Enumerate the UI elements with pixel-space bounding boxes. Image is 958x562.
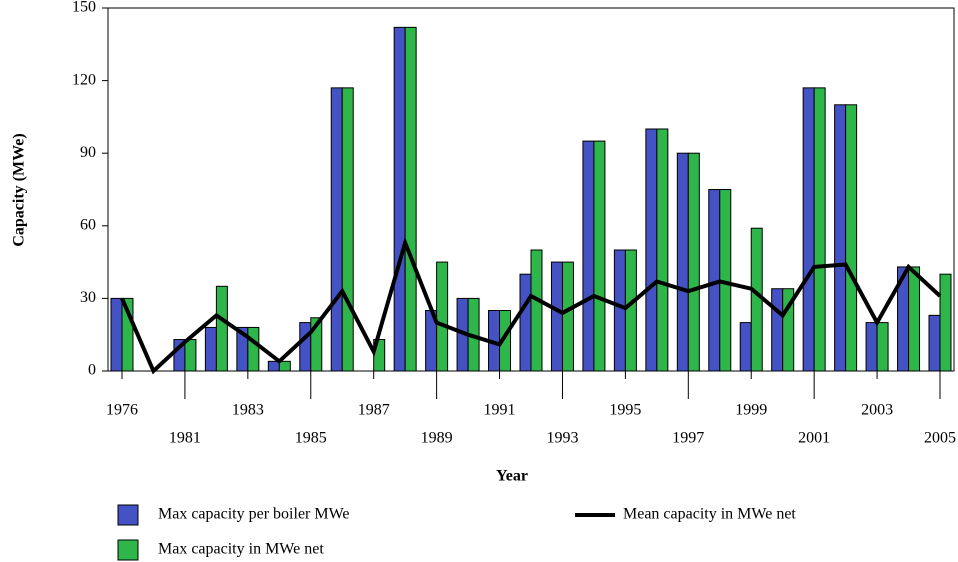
bar — [834, 104, 847, 372]
bar — [204, 326, 217, 372]
mean-line — [120, 236, 942, 375]
bar — [582, 140, 595, 372]
y-tick-label: 0 — [88, 362, 96, 379]
bar — [310, 317, 323, 372]
x-tick-label: 1981 — [169, 430, 201, 447]
x-tick-label: 1993 — [546, 430, 578, 447]
legend-label: Max capacity per boiler MWe — [158, 506, 350, 523]
y-tick-label: 120 — [72, 71, 96, 88]
bar — [613, 249, 626, 372]
bar — [299, 322, 312, 372]
bar — [750, 227, 763, 372]
legend-swatch — [117, 539, 139, 561]
bar — [393, 26, 406, 372]
bar — [267, 360, 280, 372]
legend-swatch — [117, 504, 139, 526]
bar — [530, 249, 543, 372]
bar — [436, 261, 449, 372]
bar — [247, 326, 260, 372]
bar — [771, 288, 784, 372]
legend-label: Mean capacity in MWe net — [623, 506, 796, 523]
x-axis-label: Year — [496, 468, 528, 485]
bar — [687, 152, 700, 372]
x-tick-label: 1997 — [672, 430, 704, 447]
bar — [939, 273, 952, 372]
bar — [215, 285, 228, 372]
x-tick-label: 1987 — [358, 402, 390, 419]
y-tick-label: 30 — [80, 289, 96, 306]
y-tick-label: 60 — [80, 216, 96, 233]
bar — [802, 87, 815, 372]
x-tick-label: 2001 — [798, 430, 830, 447]
bar — [782, 288, 795, 372]
bar — [876, 322, 889, 372]
bar — [184, 339, 197, 372]
bar — [813, 87, 826, 372]
bar — [121, 297, 134, 372]
y-tick-label: 150 — [72, 0, 96, 16]
x-tick-label: 1983 — [232, 402, 264, 419]
bar — [519, 273, 532, 372]
legend-label: Max capacity in MWe net — [158, 541, 324, 558]
bar — [908, 266, 921, 372]
bar — [341, 87, 354, 372]
bar — [110, 297, 123, 372]
bar — [865, 322, 878, 372]
x-tick-label: 1985 — [295, 430, 327, 447]
bar — [550, 261, 563, 372]
x-tick-label: 1991 — [484, 402, 516, 419]
x-tick-label: 2005 — [924, 430, 956, 447]
bar — [656, 128, 669, 372]
bar — [624, 249, 637, 372]
bar — [928, 314, 941, 372]
x-tick-label: 1989 — [421, 430, 453, 447]
bar — [645, 128, 658, 372]
bar — [676, 152, 689, 372]
bar — [278, 360, 291, 372]
bar — [330, 87, 343, 372]
bar — [404, 26, 417, 372]
x-tick-label: 1999 — [735, 402, 767, 419]
bar — [739, 322, 752, 372]
x-tick-label: 2003 — [861, 402, 893, 419]
y-tick-label: 90 — [80, 144, 96, 161]
x-tick-label: 1995 — [609, 402, 641, 419]
y-axis-label: Capacity (MWe) — [11, 133, 28, 246]
x-tick-label: 1976 — [106, 402, 138, 419]
bar — [593, 140, 606, 372]
bar — [845, 104, 858, 372]
bar — [561, 261, 574, 372]
